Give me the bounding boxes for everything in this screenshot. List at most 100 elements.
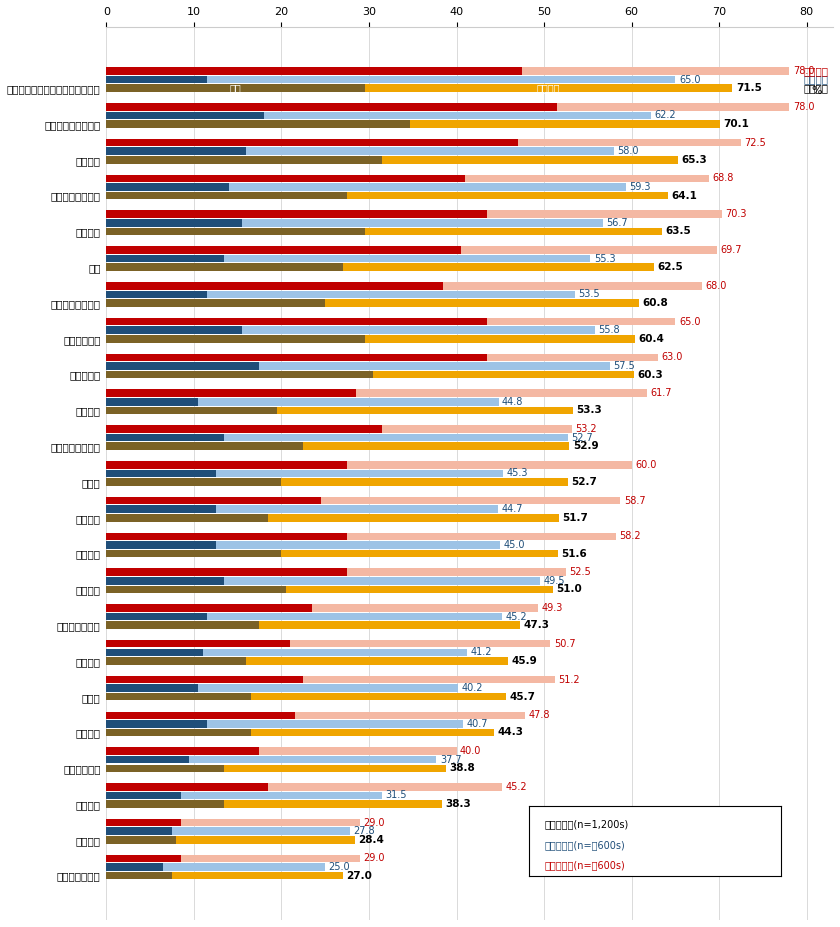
Bar — [106, 783, 268, 791]
Bar — [106, 156, 382, 164]
Bar — [347, 532, 616, 540]
Bar — [106, 800, 224, 807]
Bar — [487, 210, 722, 218]
Bar — [325, 299, 638, 307]
Bar — [207, 76, 675, 83]
Bar — [106, 470, 216, 477]
Bar — [172, 828, 349, 835]
Bar — [343, 263, 654, 271]
Bar — [106, 407, 277, 414]
Bar — [277, 407, 573, 414]
Bar — [172, 872, 343, 880]
Bar — [365, 228, 662, 235]
Bar — [198, 398, 499, 406]
Bar — [181, 855, 360, 862]
Bar — [260, 747, 456, 755]
Text: 58.7: 58.7 — [624, 496, 645, 505]
Bar — [250, 692, 507, 701]
Text: 45.3: 45.3 — [507, 468, 528, 478]
Bar — [242, 326, 595, 334]
Text: 59.3: 59.3 — [629, 182, 650, 192]
Bar — [106, 247, 461, 254]
Text: 49.5: 49.5 — [543, 576, 564, 586]
Text: 29.0: 29.0 — [364, 854, 386, 863]
Text: 70.1: 70.1 — [723, 119, 749, 129]
Text: 29.0: 29.0 — [364, 818, 386, 828]
Text: 78.0: 78.0 — [793, 66, 814, 76]
Bar — [106, 568, 347, 576]
Bar — [281, 478, 568, 486]
Bar — [106, 855, 181, 862]
Text: 25.0: 25.0 — [328, 862, 350, 872]
Bar — [557, 103, 790, 110]
Bar — [106, 712, 295, 719]
Text: 40.7: 40.7 — [466, 719, 488, 729]
Text: 60.0: 60.0 — [635, 460, 657, 470]
Text: 不安: 不安 — [229, 83, 241, 94]
Bar — [260, 621, 521, 629]
Bar — [286, 586, 553, 593]
Bar — [246, 147, 614, 155]
Text: 64.1: 64.1 — [671, 191, 697, 200]
Bar — [106, 478, 281, 486]
Text: 45.9: 45.9 — [512, 656, 538, 666]
Bar — [303, 442, 570, 450]
Bar — [224, 434, 568, 441]
Bar — [106, 184, 228, 191]
Bar — [517, 139, 741, 146]
Text: 52.9: 52.9 — [573, 441, 599, 451]
Text: 51.6: 51.6 — [562, 549, 587, 559]
Text: 37.7: 37.7 — [440, 755, 461, 765]
Bar — [106, 147, 246, 155]
Bar — [106, 68, 522, 75]
Text: 49.3: 49.3 — [542, 603, 563, 613]
Bar — [106, 335, 365, 343]
Bar — [106, 228, 365, 235]
Text: 45.7: 45.7 — [510, 692, 536, 702]
Text: 51.2: 51.2 — [558, 675, 580, 684]
Text: 40.2: 40.2 — [462, 683, 483, 693]
Text: 60.8: 60.8 — [642, 298, 668, 308]
Text: 31.5: 31.5 — [386, 791, 407, 801]
Text: 47.3: 47.3 — [524, 620, 550, 630]
Text: 65.0: 65.0 — [679, 75, 701, 84]
Text: 60.4: 60.4 — [638, 334, 664, 344]
Bar — [106, 765, 224, 772]
Bar — [106, 84, 365, 92]
Text: 27.8: 27.8 — [353, 826, 375, 836]
Bar — [106, 174, 465, 183]
Bar — [106, 684, 198, 692]
Text: 38.8: 38.8 — [449, 763, 475, 773]
Bar — [264, 111, 651, 120]
Text: 53.3: 53.3 — [576, 405, 602, 415]
Bar — [106, 291, 207, 298]
Text: 68.0: 68.0 — [706, 281, 727, 291]
Bar — [106, 497, 321, 504]
Bar — [347, 568, 566, 576]
Text: 44.3: 44.3 — [497, 728, 523, 738]
Text: 58.2: 58.2 — [619, 531, 641, 541]
Bar — [465, 174, 709, 183]
Bar — [106, 747, 260, 755]
Bar — [106, 139, 517, 146]
Text: （男性）: （男性） — [804, 75, 829, 84]
Bar — [106, 326, 242, 334]
Text: 44.8: 44.8 — [502, 397, 523, 407]
Text: 45.0: 45.0 — [504, 540, 525, 550]
Bar — [246, 657, 508, 665]
Bar — [347, 461, 632, 468]
Bar — [106, 872, 172, 880]
Text: 上段：全体(n=1,200s): 上段：全体(n=1,200s) — [544, 819, 628, 829]
Text: 70.3: 70.3 — [726, 210, 747, 219]
Bar — [444, 282, 701, 289]
Text: 52.5: 52.5 — [570, 567, 591, 578]
Bar — [106, 836, 176, 844]
Bar — [410, 121, 720, 128]
Bar — [106, 434, 224, 441]
Bar — [106, 461, 347, 468]
Bar — [461, 247, 717, 254]
Bar — [382, 156, 678, 164]
Bar — [106, 318, 487, 325]
Bar — [106, 299, 325, 307]
Text: 47.8: 47.8 — [528, 710, 550, 720]
